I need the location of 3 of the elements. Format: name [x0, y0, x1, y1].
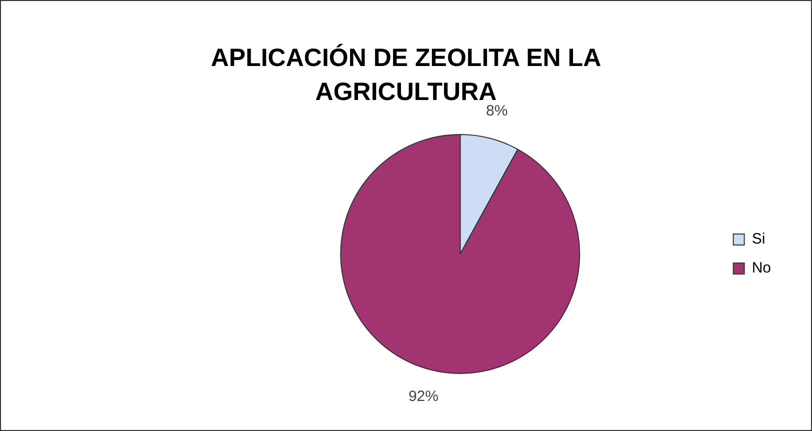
data-label: 92%: [408, 388, 438, 406]
legend-label: No: [752, 260, 772, 277]
legend-label: Si: [752, 230, 766, 248]
